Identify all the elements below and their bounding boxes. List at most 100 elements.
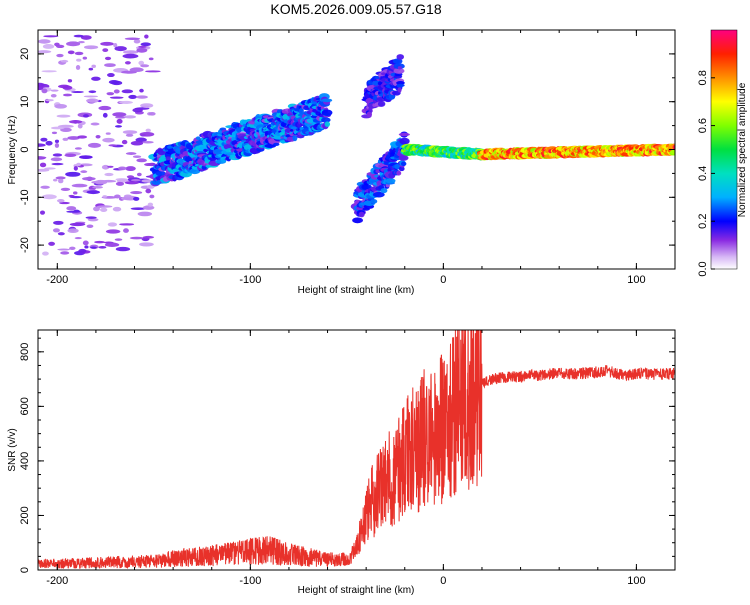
spectrogram-cell xyxy=(108,144,118,147)
spectrogram-cell xyxy=(42,251,49,256)
spectrogram-cell xyxy=(41,194,57,200)
spectrogram-cell xyxy=(38,39,51,44)
spectrogram-cell xyxy=(670,149,675,155)
spectrogram-cell xyxy=(56,114,71,118)
spectrogram-cell xyxy=(42,44,55,49)
spectrogram-cell xyxy=(138,60,145,66)
snr-xtick-label: 0 xyxy=(440,575,446,587)
spectrogram-cell xyxy=(87,142,101,148)
spectrogram-cell xyxy=(396,83,405,87)
spectrogram-cell xyxy=(45,99,54,102)
spectrogram-xtick-label: 0 xyxy=(440,274,446,286)
spectrogram-cell xyxy=(98,246,107,249)
spectrogram-cell xyxy=(60,251,70,255)
spectrogram-cell xyxy=(48,241,56,246)
spectrogram-cell xyxy=(38,156,47,159)
snr-ytick-label: 800 xyxy=(19,343,31,361)
spectrogram-cell xyxy=(80,170,88,174)
spectrogram-ytick-label: -10 xyxy=(19,189,31,205)
spectrogram-cell xyxy=(140,42,152,47)
spectrogram-cell xyxy=(107,165,114,168)
spectrogram-cell xyxy=(117,166,127,171)
spectrogram-cell xyxy=(67,136,80,140)
spectrogram-cell xyxy=(94,240,105,244)
spectrogram-xtick-label: 100 xyxy=(627,274,645,286)
spectrogram-cell xyxy=(55,176,66,180)
spectrogram-cell xyxy=(111,80,123,86)
spectrogram-cell xyxy=(41,88,48,94)
spectrogram-cell xyxy=(352,217,364,224)
spectrogram-cell xyxy=(95,135,101,139)
snr-ytick-label: 0 xyxy=(19,567,31,573)
colorbar-label: Normalized spectral amplitude xyxy=(737,82,748,217)
spectrogram-cell xyxy=(68,120,83,124)
snr-series-line xyxy=(38,330,675,570)
spectrogram-cell xyxy=(132,155,142,159)
snr-ytick-label: 400 xyxy=(19,452,31,470)
spectrogram-ytick-label: 10 xyxy=(19,96,31,108)
spectrogram-cell xyxy=(113,89,120,94)
spectrogram-cell xyxy=(366,111,373,118)
spectrogram-cell xyxy=(40,185,50,189)
spectrogram-cell xyxy=(90,246,97,249)
spectrogram-cell xyxy=(396,170,402,176)
spectrogram-cell xyxy=(69,246,76,250)
spectrogram-cell xyxy=(132,107,143,113)
colorbar-tick-label: 0.6 xyxy=(697,118,709,133)
spectrogram-cell xyxy=(51,162,64,166)
spectrogram-cell xyxy=(145,70,161,73)
spectrogram-cell xyxy=(148,111,156,116)
spectrogram-cell xyxy=(145,188,152,194)
spectrogram-cell xyxy=(397,87,402,93)
snr-xlabel: Height of straight line (km) xyxy=(298,585,415,596)
spectrogram-cell xyxy=(377,100,386,107)
spectrogram-cell xyxy=(398,166,405,172)
spectrogram-cell xyxy=(73,34,85,38)
spectrogram-cell xyxy=(62,137,69,141)
spectrogram-cell xyxy=(361,184,370,190)
spectrogram-cell xyxy=(54,143,60,148)
spectrogram-cell xyxy=(90,122,100,126)
spectrogram-cell xyxy=(50,89,59,92)
spectrogram-cell xyxy=(124,61,131,65)
spectrogram-xtick-label: -100 xyxy=(239,274,261,286)
spectrogram-cell xyxy=(99,207,108,212)
spectrogram-cell xyxy=(60,59,69,63)
spectrogram-cell xyxy=(139,88,144,93)
spectrogram-cell xyxy=(60,187,71,192)
spectrogram-cell xyxy=(144,163,154,167)
spectrogram-cell xyxy=(38,168,50,172)
spectrogram-heatmap xyxy=(38,34,675,256)
spectrogram-cell xyxy=(672,144,675,150)
spectrogram-cell xyxy=(147,202,154,207)
spectrogram-cell xyxy=(65,171,81,177)
colorbar: 0.0 0.2 0.4 0.6 0.8 Normalized spectral ampl… xyxy=(697,29,748,277)
spectrogram-cell xyxy=(66,210,81,213)
spectrogram-cell xyxy=(85,216,97,219)
colorbar-ticks: 0.0 0.2 0.4 0.6 0.8 xyxy=(697,70,715,277)
spectrogram-cell xyxy=(114,194,121,199)
spectrogram-cell xyxy=(124,115,137,119)
spectrogram-cell xyxy=(76,162,82,167)
spectrogram-cell xyxy=(83,95,99,98)
spectrogram-cell xyxy=(71,90,84,93)
spectrogram-cell xyxy=(145,128,151,133)
spectrogram-cell xyxy=(131,179,141,182)
spectrogram-cell xyxy=(94,179,108,185)
spectrogram-cell xyxy=(39,162,47,168)
spectrogram-cell xyxy=(57,248,71,251)
spectrogram-cell xyxy=(112,206,122,212)
spectrogram-cell xyxy=(91,64,96,68)
spectrogram-cell xyxy=(75,65,81,70)
spectrogram-cell xyxy=(52,153,63,157)
spectrogram-cell xyxy=(115,116,127,119)
spectrogram-cell xyxy=(119,223,135,226)
spectrogram-cell xyxy=(41,70,57,73)
spectrogram-cell xyxy=(399,137,410,145)
spectrogram-cell xyxy=(298,107,304,115)
spectrogram-cell xyxy=(115,246,131,252)
spectrogram-cell xyxy=(140,64,150,68)
colorbar-tick-label: 0.8 xyxy=(697,70,709,85)
